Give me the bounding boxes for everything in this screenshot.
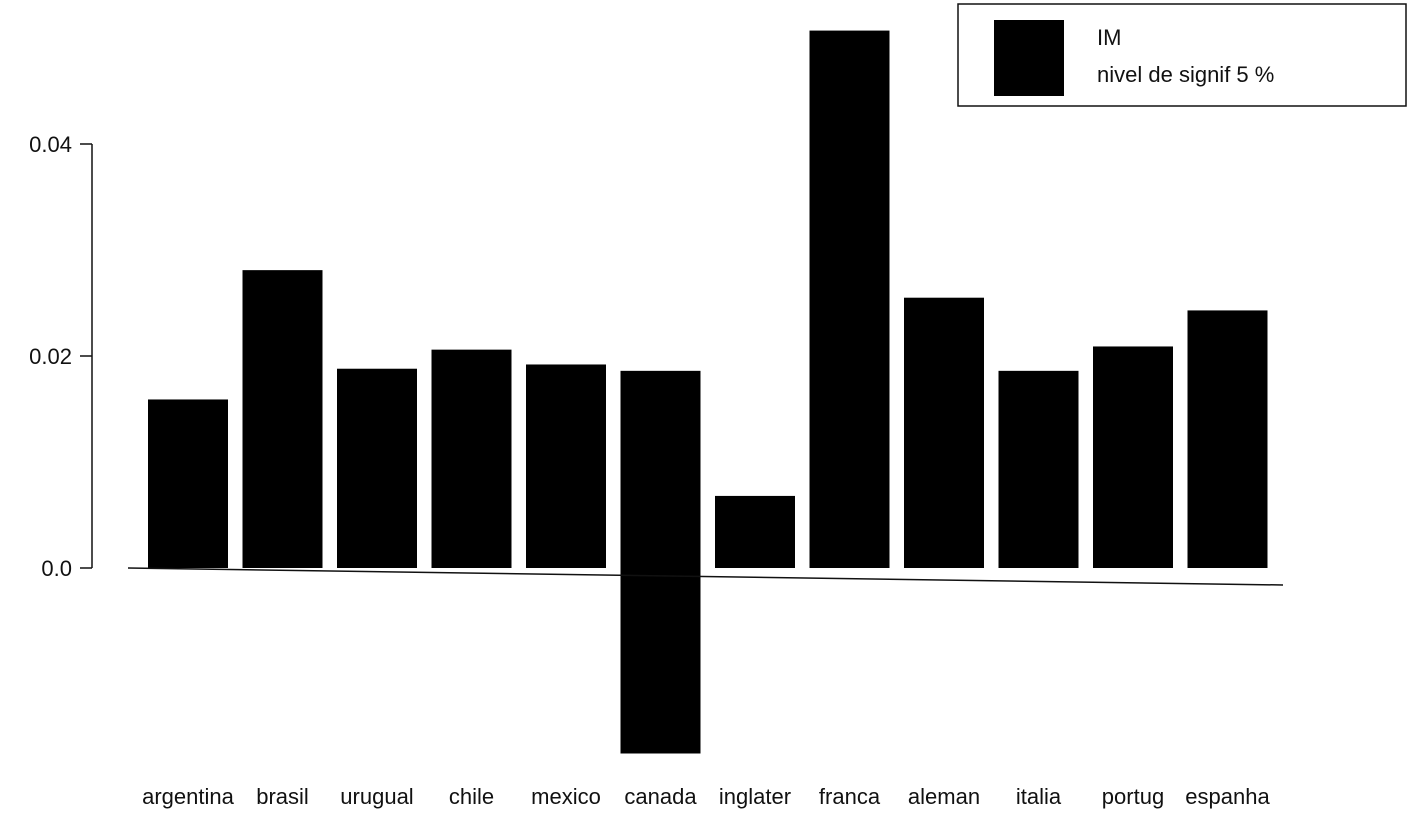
x-tick-label: italia [1016, 784, 1062, 809]
bar-aleman [904, 298, 984, 568]
x-tick-label: portug [1102, 784, 1164, 809]
y-tick-label: 0.04 [29, 132, 72, 157]
bar-espanha [1188, 310, 1268, 568]
bar-urugual [337, 369, 417, 568]
legend-label-im: IM [1097, 25, 1121, 50]
bar-inglater [715, 496, 795, 568]
zero-baseline [128, 568, 1283, 585]
y-axis: 0.0 0.02 0.04 [29, 132, 92, 581]
x-tick-label: espanha [1185, 784, 1270, 809]
bar-canada [621, 371, 701, 568]
x-tick-label: brasil [256, 784, 309, 809]
bar-mexico [526, 364, 606, 568]
x-tick-label: franca [819, 784, 881, 809]
bars [148, 31, 1268, 754]
x-axis-labels: argentina brasil urugual chile mexico canada i… [142, 784, 1270, 809]
bar-franca [810, 31, 890, 568]
zero-line [128, 568, 1283, 585]
x-tick-label: canada [624, 784, 697, 809]
bar-portug [1093, 346, 1173, 568]
bar-canada [621, 568, 701, 754]
bar-argentina [148, 399, 228, 568]
x-tick-label: mexico [531, 784, 601, 809]
y-tick-label: 0.02 [29, 344, 72, 369]
x-tick-label: urugual [340, 784, 413, 809]
bar-italia [999, 371, 1079, 568]
x-tick-label: aleman [908, 784, 980, 809]
y-tick-label: 0.0 [41, 556, 72, 581]
x-tick-label: chile [449, 784, 494, 809]
legend-label-signif: nivel de signif 5 % [1097, 62, 1274, 87]
bar-brasil [243, 270, 323, 568]
bar-chile [432, 350, 512, 568]
x-tick-label: argentina [142, 784, 235, 809]
legend: IM nivel de signif 5 % [958, 4, 1406, 106]
legend-swatch [994, 20, 1064, 96]
x-tick-label: inglater [719, 784, 791, 809]
